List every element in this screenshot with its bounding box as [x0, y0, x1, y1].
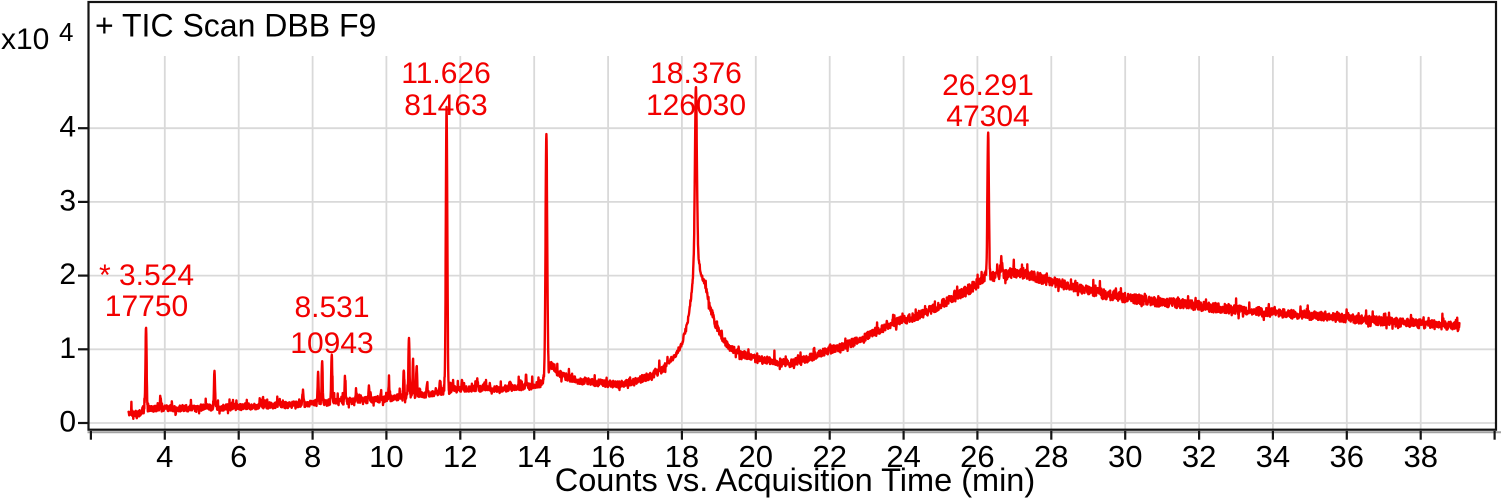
svg-text:22: 22 — [812, 439, 846, 474]
svg-text:4: 4 — [59, 111, 76, 144]
svg-text:126030: 126030 — [646, 89, 746, 122]
svg-text:47304: 47304 — [946, 100, 1029, 133]
svg-text:18: 18 — [665, 439, 699, 474]
svg-text:26: 26 — [960, 439, 994, 474]
svg-text:12: 12 — [443, 439, 477, 474]
svg-text:* 3.524: * 3.524 — [99, 259, 194, 292]
svg-text:14: 14 — [517, 439, 551, 474]
svg-text:17750: 17750 — [105, 290, 188, 323]
svg-text:36: 36 — [1330, 439, 1364, 474]
svg-text:3: 3 — [59, 184, 76, 217]
svg-text:81463: 81463 — [404, 89, 487, 122]
svg-text:x10: x10 — [1, 23, 49, 56]
svg-text:+ TIC Scan DBB F9: + TIC Scan DBB F9 — [95, 8, 376, 44]
svg-text:0: 0 — [59, 406, 76, 439]
svg-text:4: 4 — [156, 439, 173, 474]
svg-text:30: 30 — [1108, 439, 1142, 474]
svg-text:10943: 10943 — [290, 327, 373, 360]
svg-text:2: 2 — [59, 258, 76, 291]
svg-text:18.376: 18.376 — [650, 57, 742, 90]
svg-text:4: 4 — [59, 17, 73, 47]
svg-text:38: 38 — [1403, 439, 1437, 474]
svg-text:26.291: 26.291 — [942, 69, 1034, 102]
svg-text:8.531: 8.531 — [294, 291, 369, 324]
svg-text:11.626: 11.626 — [401, 57, 491, 90]
svg-text:32: 32 — [1182, 439, 1216, 474]
svg-text:6: 6 — [230, 439, 247, 474]
svg-text:28: 28 — [1034, 439, 1068, 474]
svg-text:20: 20 — [739, 439, 773, 474]
svg-text:24: 24 — [886, 439, 920, 474]
svg-text:1: 1 — [59, 332, 76, 365]
svg-text:34: 34 — [1256, 439, 1290, 474]
svg-text:10: 10 — [369, 439, 403, 474]
svg-text:16: 16 — [591, 439, 625, 474]
svg-text:8: 8 — [304, 439, 321, 474]
svg-text:Counts vs. Acquisition Time (m: Counts vs. Acquisition Time (min) — [555, 462, 1035, 498]
